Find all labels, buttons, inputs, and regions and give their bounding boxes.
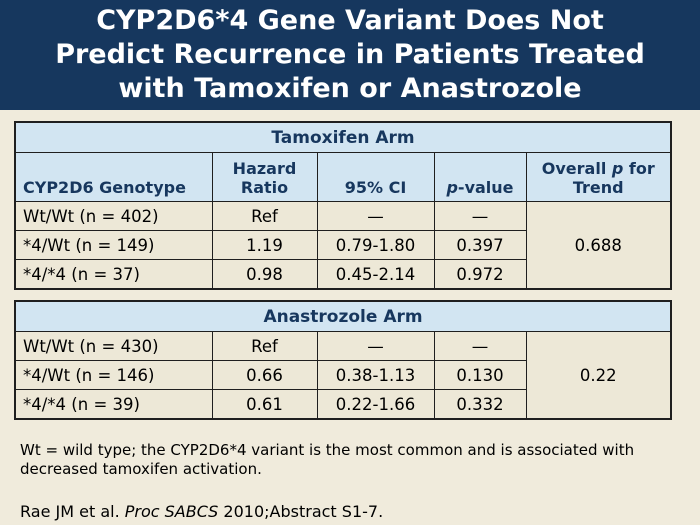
col-header-hazard-ratio: Hazard Ratio (211, 152, 318, 202)
ci-cell: 0.38-1.13 (316, 360, 435, 390)
page-title-line-2: Predict Recurrence in Patients Treated (55, 39, 645, 70)
genotype-cell: *4/*4 (n = 39) (14, 389, 213, 420)
page-title-line-1: CYP2D6*4 Gene Variant Does Not (96, 5, 604, 36)
p-value-cell: — (433, 201, 527, 231)
overall-pre: Overall (541, 159, 612, 178)
overall-post: for (623, 159, 655, 178)
overall-p-cell: 0.688 (525, 201, 672, 290)
anastrozole-table: Anastrozole Arm Wt/Wt (n = 430) Ref — — … (14, 300, 673, 420)
overall-line2: Trend (572, 178, 624, 197)
hazard-ratio-cell: 1.19 (211, 230, 318, 260)
genotype-cell: Wt/Wt (n = 402) (14, 201, 213, 231)
ci-cell: 0.79-1.80 (316, 230, 435, 260)
hazard-ratio-cell: 0.66 (211, 360, 318, 390)
table-row: *4/*4 (n = 39) 0.61 0.22-1.66 0.332 (14, 389, 671, 420)
citation-pre: Rae JM et al. (20, 502, 125, 521)
col-header-ci: 95% CI (316, 152, 435, 202)
table-row: *4/Wt (n = 146) 0.66 0.38-1.13 0.130 (14, 360, 671, 390)
col-header-overall-p: Overall p for Trend (525, 152, 672, 202)
genotype-cell: *4/Wt (n = 146) (14, 360, 213, 390)
overall-p-italic: p (611, 159, 624, 178)
p-value-cell: 0.972 (433, 259, 527, 290)
anastrozole-arm-header-row: Anastrozole Arm (14, 300, 672, 332)
col-header-p-value: p-value (433, 152, 527, 202)
hazard-ratio-cell: 0.61 (211, 389, 318, 420)
table-row: *4/*4 (n = 37) 0.98 0.45-2.14 0.972 (14, 259, 671, 290)
citation-journal-italic: Proc SABCS (124, 502, 219, 521)
overall-p-cell: 0.22 (525, 331, 672, 420)
tamoxifen-table: Tamoxifen Arm CYP2D6 Genotype Hazard Rat… (14, 121, 673, 290)
p-value-cell: 0.130 (433, 360, 527, 390)
ci-cell: — (316, 331, 435, 361)
p-italic: p (446, 178, 458, 197)
hazard-ratio-cell: Ref (211, 331, 318, 361)
hazard-ratio-cell: Ref (211, 201, 318, 231)
table-row: *4/Wt (n = 149) 1.19 0.79-1.80 0.397 (14, 230, 671, 260)
tamoxifen-arm-header-row: Tamoxifen Arm (14, 121, 672, 153)
genotype-cell: Wt/Wt (n = 430) (14, 331, 213, 361)
anastrozole-arm-title: Anastrozole Arm (14, 300, 672, 332)
footnote-text: Wt = wild type; the CYP2D6*4 variant is … (20, 441, 635, 478)
tamoxifen-arm-title: Tamoxifen Arm (14, 121, 672, 153)
content-area: Tamoxifen Arm CYP2D6 Genotype Hazard Rat… (0, 110, 700, 521)
hazard-ratio-cell: 0.98 (211, 259, 318, 290)
ci-cell: — (316, 201, 435, 231)
genotype-cell: *4/Wt (n = 149) (14, 230, 213, 260)
genotype-cell: *4/*4 (n = 37) (14, 259, 213, 290)
p-value-cell: 0.332 (433, 389, 527, 420)
table-row: Wt/Wt (n = 430) Ref — — 0.22 (14, 331, 672, 420)
column-header-row: CYP2D6 Genotype Hazard Ratio 95% CI p-va… (14, 152, 672, 202)
title-bar: CYP2D6*4 Gene Variant Does Not Predict R… (0, 0, 700, 110)
p-value-cell: 0.397 (433, 230, 527, 260)
ci-cell: 0.22-1.66 (316, 389, 435, 420)
p-value-cell: — (433, 331, 527, 361)
citation-post: 2010;Abstract S1-7. (218, 502, 384, 521)
p-value-rest: -value (457, 178, 514, 197)
citation-text: Rae JM et al. Proc SABCS 2010;Abstract S… (20, 502, 686, 521)
col-header-genotype: CYP2D6 Genotype (14, 152, 213, 202)
page-title-line-3: with Tamoxifen or Anastrozole (118, 73, 582, 104)
ci-cell: 0.45-2.14 (316, 259, 435, 290)
table-row: Wt/Wt (n = 402) Ref — — 0.688 (14, 201, 672, 290)
